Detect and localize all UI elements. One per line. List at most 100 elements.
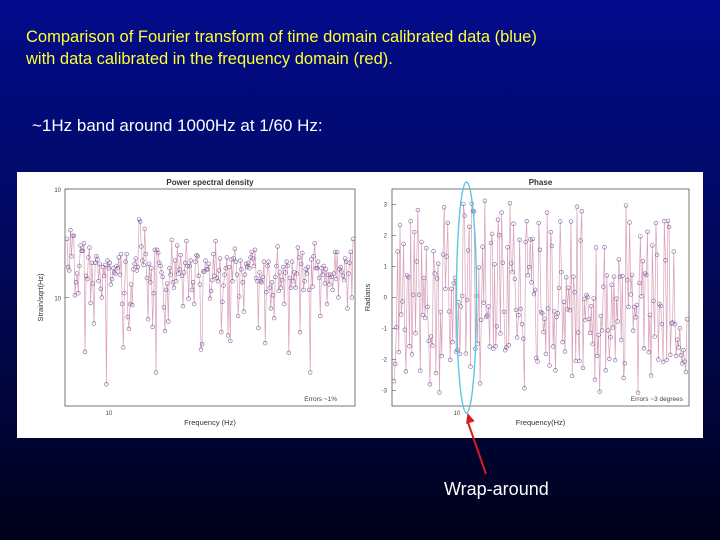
phase-data-point: [641, 346, 647, 351]
phase-data-point: [505, 245, 510, 250]
phase-data-point: [517, 237, 522, 243]
phase-data-point: [565, 307, 570, 312]
phase-data-point: [495, 217, 501, 222]
phase-data-point: [648, 373, 654, 378]
phase-data-point: [577, 358, 582, 364]
phase-data-point: [536, 220, 541, 226]
psd-data-point: [313, 265, 318, 271]
psd-data-point: [249, 249, 254, 255]
psd-data-point: [237, 294, 242, 299]
psd-data-point: [341, 277, 347, 283]
psd-data-point: [88, 300, 93, 306]
psd-data-point: [123, 259, 128, 264]
phase-data-point: [640, 258, 645, 264]
psd-data-point: [118, 251, 124, 257]
psd-data-point: [267, 285, 272, 290]
psd-data-point: [183, 260, 188, 266]
psd-data-point: [196, 273, 201, 279]
psd-data-point: [347, 260, 352, 266]
phase-data-point: [580, 365, 586, 371]
psd-data-point: [151, 290, 156, 296]
phase-data-point: [566, 285, 571, 291]
psd-data-point: [168, 272, 173, 277]
psd-data-point: [187, 263, 192, 269]
psd-data-point: [239, 267, 244, 272]
phase-data-point: [438, 309, 443, 315]
psd-data-point: [74, 271, 80, 276]
psd-data-point: [161, 305, 167, 310]
psd-data-point: [194, 252, 199, 258]
psd-data-point: [350, 236, 356, 242]
psd-data-point: [263, 340, 268, 346]
psd-data-point: [276, 288, 281, 294]
phase-data-point: [499, 210, 504, 215]
psd-data-point: [270, 293, 276, 298]
phase-data-point: [666, 224, 672, 230]
phase-data-point: [644, 272, 649, 278]
phase-data-point: [394, 325, 399, 330]
phase-data-point: [647, 312, 653, 318]
psd-data-point: [232, 246, 238, 251]
phase-data-point: [612, 357, 618, 363]
psd-data-point: [144, 275, 150, 281]
psd-data-point: [169, 237, 174, 243]
psd-data-point: [311, 254, 316, 259]
phase-data-point: [507, 201, 513, 206]
psd-data-point: [112, 270, 117, 275]
phase-data-point: [591, 296, 596, 301]
phase-data-point: [413, 331, 418, 336]
psd-data-point: [190, 280, 196, 285]
phase-data-point: [636, 280, 642, 286]
psd-data-point: [193, 259, 198, 264]
psd-data-point: [302, 278, 307, 284]
psd-data-point: [269, 280, 275, 285]
psd-data-point: [213, 238, 218, 244]
phase-data-point: [681, 348, 686, 353]
phase-data-point: [542, 316, 547, 322]
phase-data-point: [589, 304, 594, 309]
psd-data-point: [77, 263, 82, 269]
psd-data-point: [326, 272, 331, 277]
phase-data-point: [550, 344, 556, 349]
phase-data-point: [480, 244, 485, 249]
psd-data-point: [122, 290, 127, 296]
psd-data-point: [222, 272, 227, 277]
psd-data-point: [73, 280, 79, 285]
phase-data-point: [409, 352, 415, 357]
psd-data-point: [202, 269, 207, 274]
phase-data-point: [421, 275, 427, 281]
psd-x-axis-label: Frequency (Hz): [184, 418, 236, 427]
psd-data-point: [176, 271, 181, 276]
psd-y-tick-label: 10: [54, 297, 61, 303]
psd-data-point: [273, 274, 278, 280]
phase-data-point: [460, 293, 465, 299]
psd-data-point: [104, 382, 109, 387]
psd-data-point: [294, 271, 299, 276]
psd-data-point: [147, 261, 152, 267]
psd-data-point: [159, 270, 164, 275]
phase-data-point: [556, 285, 562, 291]
psd-data-point: [308, 370, 313, 375]
psd-y-axis-label: Strain/sqrt(Hz): [36, 273, 45, 322]
psd-data-point: [264, 289, 269, 295]
psd-data-point: [281, 264, 286, 270]
psd-data-point: [177, 267, 182, 272]
psd-chart-title: Power spectral density: [166, 178, 254, 187]
phase-errors-note: Errors ~3 degrees: [631, 396, 684, 403]
psd-data-point: [219, 330, 224, 335]
phase-data-point: [586, 316, 592, 322]
psd-data-point: [324, 301, 330, 307]
phase-data-point: [515, 335, 520, 340]
psd-data-point: [166, 319, 171, 324]
psd-data-point: [268, 306, 274, 311]
psd-data-point: [349, 295, 355, 300]
psd-data-point: [153, 370, 159, 375]
psd-data-point: [197, 282, 203, 287]
psd-data-point: [171, 285, 177, 290]
phase-data-point: [562, 349, 568, 354]
phase-data-point: [634, 302, 639, 308]
psd-data-point: [128, 282, 134, 287]
psd-data-point: [127, 301, 133, 307]
psd-data-point: [279, 277, 285, 283]
psd-data-point: [319, 265, 324, 271]
